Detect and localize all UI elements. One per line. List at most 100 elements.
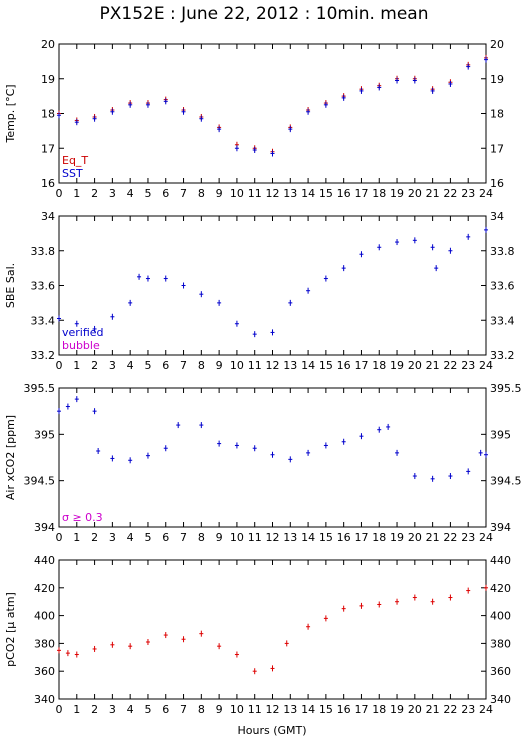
x-tick-label: 11	[248, 359, 262, 372]
x-tick-label: 3	[109, 531, 116, 544]
y-axis-label: SBE Sal.	[4, 263, 17, 308]
x-tick-label: 4	[127, 703, 134, 716]
x-tick-label: 10	[230, 187, 244, 200]
x-tick-label: 14	[301, 703, 315, 716]
y-tick-label-right: 33.2	[490, 349, 515, 362]
x-tick-label: 16	[337, 531, 351, 544]
x-tick-label: 17	[354, 187, 368, 200]
x-tick-label: 20	[408, 187, 422, 200]
y-tick-label-right: 395	[490, 428, 511, 441]
x-tick-label: 18	[372, 187, 386, 200]
x-tick-label: 4	[127, 359, 134, 372]
y-tick-label-right: 18	[490, 108, 504, 121]
y-tick-label-right: 17	[490, 142, 504, 155]
x-tick-label: 9	[216, 187, 223, 200]
x-tick-label: 7	[180, 703, 187, 716]
x-tick-label: 7	[180, 359, 187, 372]
x-tick-label: 12	[266, 187, 280, 200]
x-tick-label: 24	[479, 187, 493, 200]
x-tick-label: 13	[283, 703, 297, 716]
x-tick-label: 1	[73, 703, 80, 716]
legend-entry: bubble	[62, 339, 100, 352]
x-tick-label: 5	[144, 531, 151, 544]
y-tick-label-right: 394	[490, 521, 511, 534]
plot-frame	[58, 559, 487, 700]
x-tick-label: 10	[230, 531, 244, 544]
y-tick-label: 33.2	[31, 349, 56, 362]
y-tick-label: 16	[41, 177, 55, 190]
x-tick-label: 18	[372, 531, 386, 544]
x-tick-label: 22	[443, 187, 457, 200]
x-tick-label: 17	[354, 531, 368, 544]
x-tick-label: 19	[390, 703, 404, 716]
x-tick-label: 17	[354, 703, 368, 716]
x-tick-label: 2	[91, 359, 98, 372]
x-tick-label: 6	[162, 531, 169, 544]
y-tick-label-right: 380	[490, 637, 511, 650]
y-tick-label: 440	[34, 554, 55, 567]
x-tick-label: 8	[198, 187, 205, 200]
x-tick-label: 24	[479, 359, 493, 372]
y-tick-label-right: 360	[490, 665, 511, 678]
y-tick-label: 19	[41, 73, 55, 86]
x-tick-label: 20	[408, 703, 422, 716]
y-tick-label-right: 340	[490, 693, 511, 706]
plot-frame	[58, 43, 487, 184]
x-tick-label: 16	[337, 703, 351, 716]
x-tick-label: 6	[162, 359, 169, 372]
x-tick-label: 8	[198, 359, 205, 372]
y-tick-label: 20	[41, 38, 55, 51]
x-tick-label: 5	[144, 359, 151, 372]
x-tick-label: 23	[461, 531, 475, 544]
x-tick-label: 5	[144, 187, 151, 200]
x-tick-label: 15	[319, 187, 333, 200]
y-tick-label: 33.4	[31, 314, 56, 327]
x-tick-label: 10	[230, 359, 244, 372]
x-tick-label: 11	[248, 187, 262, 200]
x-tick-label: 15	[319, 359, 333, 372]
y-tick-label: 395.5	[24, 382, 56, 395]
y-tick-label: 34	[41, 210, 55, 223]
x-tick-label: 15	[319, 703, 333, 716]
x-tick-label: 24	[479, 703, 493, 716]
panels: 0 1 2 3 4 5 6 7 8 9 10 11 12 13 14 15 16 17 18 19 20 21 22 23 24…	[4, 38, 522, 716]
x-tick-label: 8	[198, 703, 205, 716]
x-tick-label: 0	[56, 187, 63, 200]
x-tick-label: 0	[56, 531, 63, 544]
x-tick-label: 13	[283, 187, 297, 200]
y-tick-label-right: 394.5	[490, 475, 522, 488]
x-tick-label: 3	[109, 703, 116, 716]
y-tick-label: 420	[34, 582, 55, 595]
x-tick-label: 1	[73, 187, 80, 200]
x-tick-label: 20	[408, 531, 422, 544]
y-tick-label: 17	[41, 142, 55, 155]
x-tick-label: 2	[91, 187, 98, 200]
x-tick-label: 5	[144, 703, 151, 716]
x-tick-label: 4	[127, 187, 134, 200]
x-tick-label: 15	[319, 531, 333, 544]
x-tick-label: 18	[372, 703, 386, 716]
x-tick-label: 6	[162, 703, 169, 716]
y-tick-label: 394	[34, 521, 55, 534]
x-tick-label: 8	[198, 531, 205, 544]
panel-2: 0 1 2 3 4 5 6 7 8 9 10 11 12 13 14 15 16 17 18 19 20 21 22 23 24…	[4, 210, 515, 372]
x-tick-label: 17	[354, 359, 368, 372]
legend-entry: SST	[62, 167, 83, 180]
y-tick-label: 33.8	[31, 245, 56, 258]
x-tick-label: 23	[461, 187, 475, 200]
y-tick-label-right: 400	[490, 610, 511, 623]
x-tick-label: 9	[216, 531, 223, 544]
x-tick-label: 7	[180, 187, 187, 200]
x-tick-label: 20	[408, 359, 422, 372]
x-tick-label: 1	[73, 359, 80, 372]
x-tick-label: 9	[216, 703, 223, 716]
x-tick-label: 0	[56, 359, 63, 372]
x-tick-label: 14	[301, 359, 315, 372]
x-tick-label: 22	[443, 359, 457, 372]
y-axis-label: pCO2 [µ atm]	[4, 592, 17, 667]
x-tick-label: 13	[283, 359, 297, 372]
x-tick-label: 21	[426, 703, 440, 716]
y-tick-label: 340	[34, 693, 55, 706]
x-tick-label: 12	[266, 359, 280, 372]
